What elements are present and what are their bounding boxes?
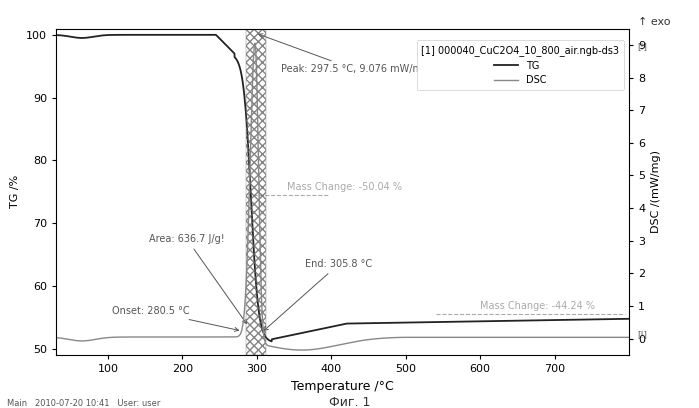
Text: Фиг. 1: Фиг. 1: [329, 396, 370, 408]
Text: Area: 636.7 J/g!: Area: 636.7 J/g!: [149, 234, 247, 324]
Text: Main   2010-07-20 10:41   User: user: Main 2010-07-20 10:41 User: user: [7, 399, 160, 408]
Text: Mass Change: -50.04 %: Mass Change: -50.04 %: [287, 182, 402, 192]
Text: [!]: [!]: [637, 42, 647, 51]
Y-axis label: TG /%: TG /%: [10, 175, 20, 208]
Text: [!]: [!]: [637, 330, 647, 339]
Y-axis label: DSC /(mW/mg): DSC /(mW/mg): [651, 150, 661, 233]
Bar: [247, 29, 266, 355]
Text: ↑ exo: ↑ exo: [637, 17, 670, 27]
Text: End: 305.8 °C: End: 305.8 °C: [264, 259, 373, 330]
Text: Onset: 280.5 °C: Onset: 280.5 °C: [112, 306, 238, 331]
Legend: TG, DSC: TG, DSC: [417, 40, 624, 90]
X-axis label: Temperature /°C: Temperature /°C: [291, 379, 394, 392]
Text: Peak: 297.5 °C, 9.076 mW/mg: Peak: 297.5 °C, 9.076 mW/mg: [259, 34, 428, 75]
Text: Mass Change: -44.24 %: Mass Change: -44.24 %: [480, 301, 596, 311]
